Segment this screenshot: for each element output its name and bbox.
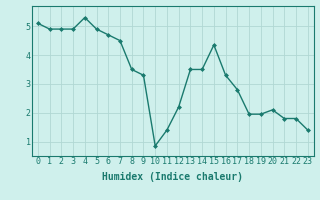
X-axis label: Humidex (Indice chaleur): Humidex (Indice chaleur) — [102, 172, 243, 182]
